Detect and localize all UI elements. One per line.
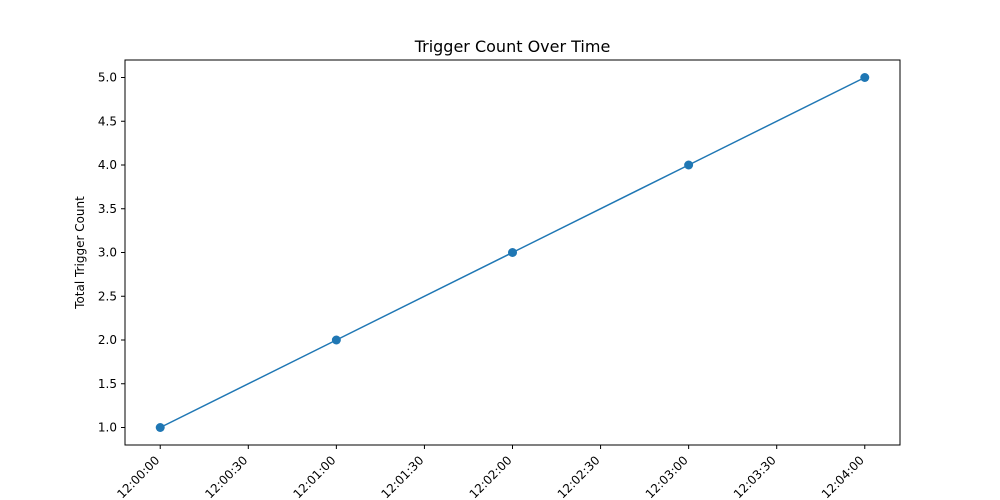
y-axis-label: Total Trigger Count bbox=[73, 196, 87, 310]
y-tick-label: 2.0 bbox=[98, 333, 117, 347]
y-tick-label: 3.5 bbox=[98, 202, 117, 216]
y-tick-label: 4.5 bbox=[98, 114, 117, 128]
data-point bbox=[508, 248, 517, 257]
y-tick-label: 3.0 bbox=[98, 246, 117, 260]
y-tick-label: 4.0 bbox=[98, 158, 117, 172]
y-tick-label: 2.5 bbox=[98, 289, 117, 303]
y-tick-label: 5.0 bbox=[98, 71, 117, 85]
data-point bbox=[155, 423, 165, 432]
chart-title: Trigger Count Over Time bbox=[414, 37, 611, 56]
data-point bbox=[860, 73, 870, 82]
data-point bbox=[684, 160, 694, 170]
y-tick-label: 1.5 bbox=[98, 377, 117, 391]
y-tick-label: 1.0 bbox=[98, 421, 117, 435]
data-point bbox=[331, 335, 341, 345]
